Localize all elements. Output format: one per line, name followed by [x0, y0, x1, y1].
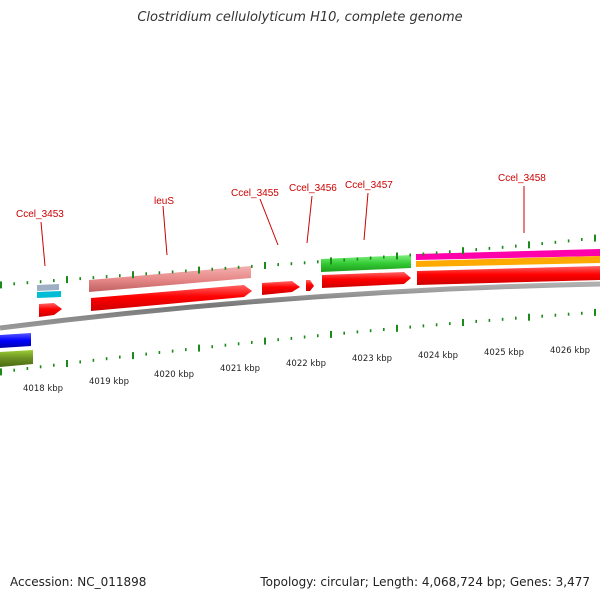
scale-label-4026: 4026 kbp — [550, 346, 590, 356]
gene-ccel-3456-cds — [306, 280, 314, 291]
scale-label-4023: 4023 kbp — [352, 354, 392, 364]
gene-label-leaders — [40, 186, 525, 267]
scale-label-4025: 4025 kbp — [484, 348, 524, 358]
gene-ccel-3458-cds — [417, 266, 600, 285]
scale-label-4022: 4022 kbp — [286, 359, 326, 369]
accession-text: Accession: NC_011898 — [10, 575, 147, 589]
leader-ccel-3455 — [259, 198, 279, 246]
gene-ccel-3453-feature-grey — [37, 284, 59, 291]
leader-ccel-3457 — [363, 192, 369, 241]
scale-label-4021: 4021 kbp — [220, 364, 260, 374]
scale-label-4020: 4020 kbp — [154, 370, 194, 380]
gene-left-olive — [0, 350, 33, 367]
lower-tick-marks — [0, 308, 596, 376]
label-ccel-3455: Ccel_3455 — [231, 188, 279, 199]
gene-ccel-3457-cds — [322, 272, 411, 288]
label-ccel-3453: Ccel_3453 — [16, 209, 64, 220]
scale-label-4024: 4024 kbp — [418, 351, 458, 361]
upper-tick-marks — [0, 234, 596, 289]
leader-ccel-3456 — [306, 195, 313, 244]
label-ccel-3457: Ccel_3457 — [345, 180, 393, 191]
gene-ccel-3455-cds — [262, 281, 300, 295]
gene-ccel-3458-feature-orange — [416, 256, 600, 267]
scale-label-4019: 4019 kbp — [89, 377, 129, 387]
gene-ccel-3453-cds — [39, 303, 62, 317]
map-title: Clostridium cellulolyticum H10, complete… — [137, 10, 463, 25]
leader-ccel-3453 — [40, 221, 46, 267]
gene-leus-feature-pink — [89, 266, 251, 292]
leader-leus — [162, 205, 168, 256]
genome-backbone — [0, 281, 600, 331]
scale-label-4018: 4018 kbp — [23, 384, 63, 394]
gene-ccel-3458-feature-magenta — [416, 249, 600, 260]
gene-ccel-3453-feature-cyan — [37, 291, 61, 298]
label-ccel-3456: Ccel_3456 — [289, 183, 337, 194]
label-leus: leuS — [154, 196, 174, 207]
gene-left-blue — [0, 333, 31, 348]
gene-leus-cds — [91, 285, 252, 311]
genome-summary-text: Topology: circular; Length: 4,068,724 bp… — [260, 575, 590, 589]
label-ccel-3458: Ccel_3458 — [498, 173, 546, 184]
